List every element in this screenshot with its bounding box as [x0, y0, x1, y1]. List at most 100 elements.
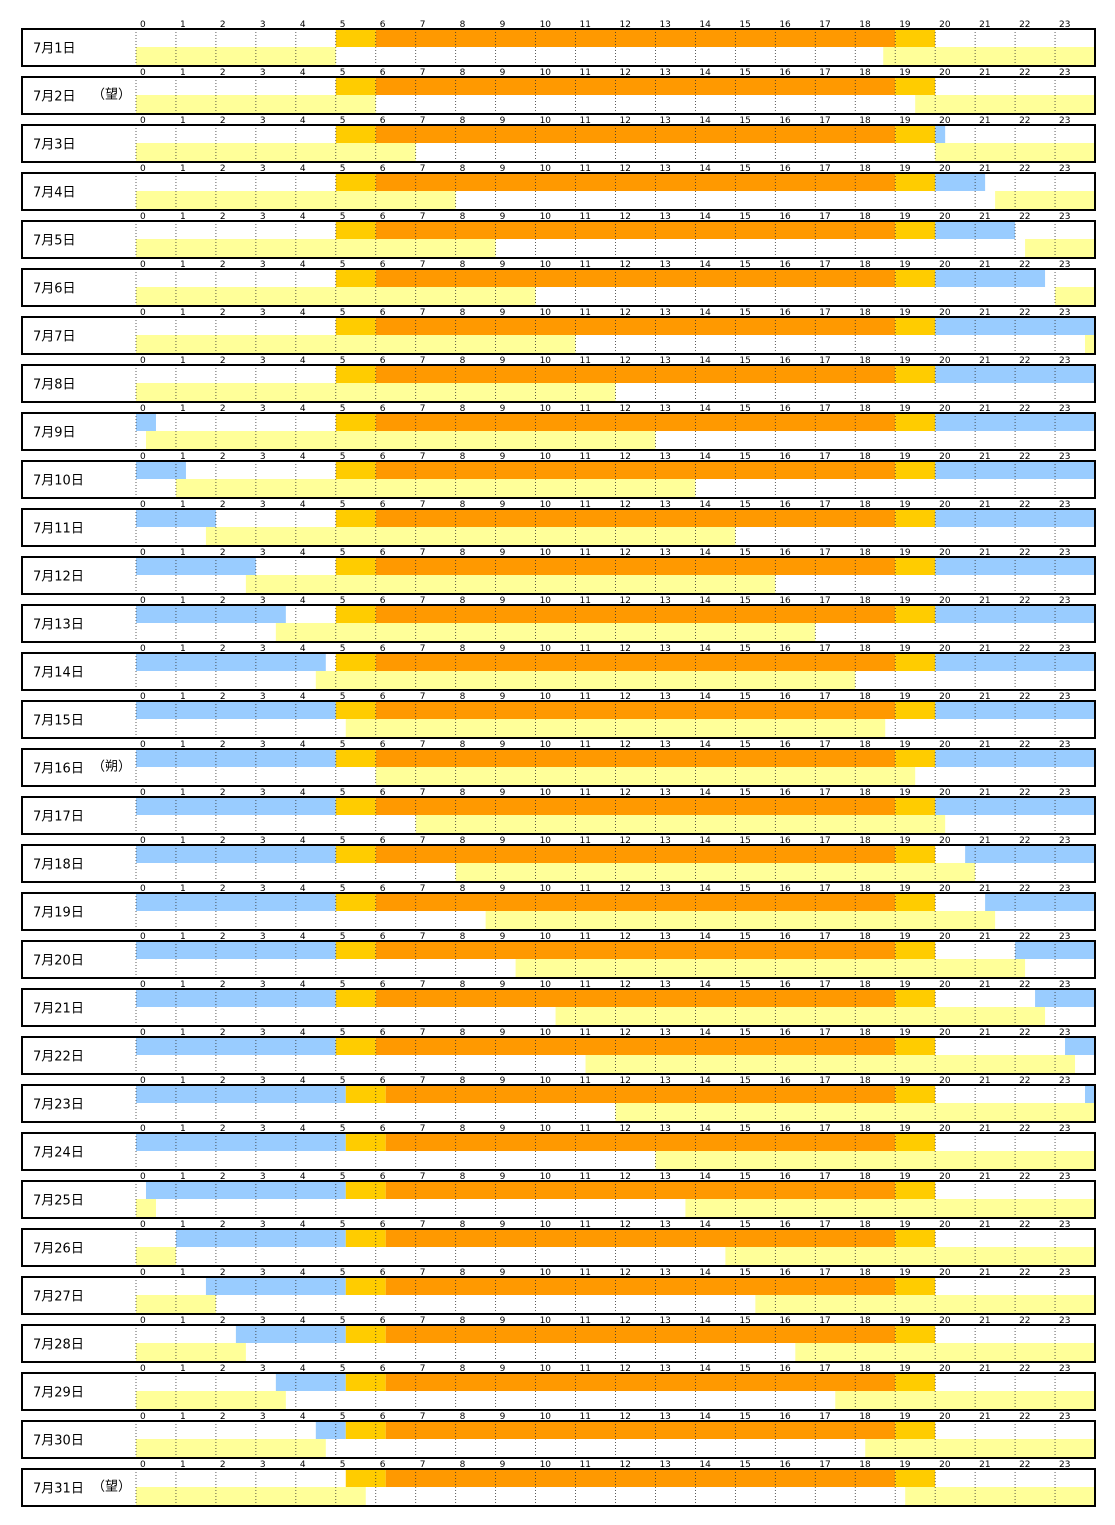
hour-tick-label: 20 [939, 212, 951, 222]
twilight-am-bar [345, 1325, 386, 1343]
hour-tick-label: 20 [939, 884, 951, 894]
hour-tick-label: 8 [460, 356, 466, 366]
hour-tick-label: 6 [380, 68, 386, 78]
hour-tick-label: 10 [540, 596, 552, 606]
sun-bar [375, 989, 896, 1007]
hour-tick-label: 21 [979, 260, 990, 270]
hour-tick-label: 3 [260, 308, 266, 318]
moon-prev-bar [205, 1277, 346, 1295]
hour-tick-label: 8 [460, 116, 466, 126]
hour-tick-label: 11 [580, 932, 591, 942]
hour-tick-label: 15 [739, 164, 750, 174]
hour-tick-label: 0 [140, 1124, 146, 1134]
hour-tick-label: 19 [899, 548, 911, 558]
sun-bar [375, 365, 896, 383]
hour-tick-label: 5 [340, 692, 346, 702]
hour-tick-label: 18 [859, 980, 871, 990]
hour-tick-label: 20 [939, 356, 951, 366]
twilight-am-bar [335, 269, 376, 287]
hour-tick-label: 16 [779, 164, 791, 174]
hour-tick-label: 0 [140, 260, 146, 270]
hour-tick-label: 21 [979, 356, 990, 366]
hour-tick-label: 9 [500, 1172, 506, 1182]
moon-bar [1085, 335, 1095, 354]
twilight-am-bar [335, 797, 376, 815]
hour-tick-label: 13 [659, 1364, 670, 1374]
hour-tick-label: 5 [340, 1220, 346, 1230]
twilight-pm-bar [895, 797, 936, 815]
hour-tick-label: 14 [699, 1124, 711, 1134]
hour-tick-label: 14 [699, 836, 711, 846]
moon-bar [136, 47, 336, 66]
hour-tick-label: 22 [1019, 308, 1030, 318]
hour-tick-label: 14 [699, 500, 711, 510]
hour-tick-label: 16 [779, 68, 791, 78]
hour-tick-label: 12 [620, 1124, 631, 1134]
hour-tick-label: 11 [580, 404, 591, 414]
day-row: 0 1 2 3 4 5 6 7 8 9 10 11 12 13 14 15 16 17 18 19 20 21 22 237月… [21, 1172, 1096, 1219]
hour-tick-label: 8 [460, 1412, 466, 1422]
hour-tick-label: 3 [260, 1364, 266, 1374]
hour-tick-label: 22 [1019, 1268, 1030, 1278]
hour-tick-label: 2 [220, 260, 226, 270]
hour-tick-label: 15 [739, 308, 750, 318]
hour-tick-label: 7 [420, 548, 426, 558]
day-row: 0 1 2 3 4 5 6 7 8 9 10 11 12 13 14 15 16 17 18 19 20 21 22 237月… [21, 1124, 1096, 1171]
hour-tick-label: 1 [180, 452, 186, 462]
hour-tick-label: 11 [580, 260, 591, 270]
hour-tick-label: 6 [380, 452, 386, 462]
twilight-pm-bar [895, 1373, 936, 1391]
sun-bar [375, 557, 896, 575]
hour-tick-label: 7 [420, 788, 426, 798]
hour-tick-label: 2 [220, 1316, 226, 1326]
hour-tick-label: 11 [580, 1124, 591, 1134]
moon-bar [145, 431, 656, 450]
hour-tick-label: 3 [260, 260, 266, 270]
hour-tick-label: 10 [540, 980, 552, 990]
hour-tick-label: 18 [859, 1028, 871, 1038]
hour-tick-label: 8 [460, 1364, 466, 1374]
hour-tick-label: 20 [939, 20, 951, 30]
hour-tick-label: 19 [899, 980, 911, 990]
hour-tick-label: 12 [620, 308, 631, 318]
hour-tick-label: 12 [620, 740, 631, 750]
hour-tick-label: 12 [620, 500, 631, 510]
hour-tick-label: 17 [819, 260, 830, 270]
hour-tick-label: 22 [1019, 1364, 1030, 1374]
day-row-frame [21, 364, 1096, 403]
date-label: 7月20日 [33, 954, 84, 969]
hour-tick-label: 3 [260, 1412, 266, 1422]
hour-tick-label: 7 [420, 836, 426, 846]
sun-bar [375, 701, 896, 719]
hour-tick-label: 11 [580, 548, 591, 558]
hour-tick-label: 8 [460, 1460, 466, 1470]
hour-tick-label: 11 [580, 500, 591, 510]
hour-tick-label: 20 [939, 500, 951, 510]
hour-tick-label: 16 [779, 980, 791, 990]
hour-tick-label: 7 [420, 1076, 426, 1086]
hour-tick-label: 7 [420, 1220, 426, 1230]
date-label: 7月30日 [33, 1434, 84, 1449]
twilight-am-bar [345, 1421, 386, 1439]
hour-tick-label: 11 [580, 740, 591, 750]
sun-bar [375, 29, 896, 47]
hour-tick-label: 19 [899, 1076, 911, 1086]
hour-tick-label: 11 [580, 68, 591, 78]
hour-tick-label: 5 [340, 1172, 346, 1182]
hour-tick-label: 16 [779, 1028, 791, 1038]
hour-tick-label: 16 [779, 500, 791, 510]
hour-tick-label: 15 [739, 836, 750, 846]
hour-tick-label: 5 [340, 116, 346, 126]
hour-tick-label: 11 [580, 116, 591, 126]
moon-bar [835, 1391, 1095, 1410]
hour-tick-label: 14 [699, 1220, 711, 1230]
twilight-pm-bar [895, 941, 936, 959]
twilight-pm-bar [895, 1133, 936, 1151]
hour-tick-label: 20 [939, 1316, 951, 1326]
moon-bar [455, 863, 976, 882]
hour-tick-label: 2 [220, 1460, 226, 1470]
sun-bar [385, 1085, 896, 1103]
hour-tick-label: 5 [340, 1460, 346, 1470]
date-label: 7月13日 [33, 618, 84, 633]
hour-tick-label: 6 [380, 20, 386, 30]
